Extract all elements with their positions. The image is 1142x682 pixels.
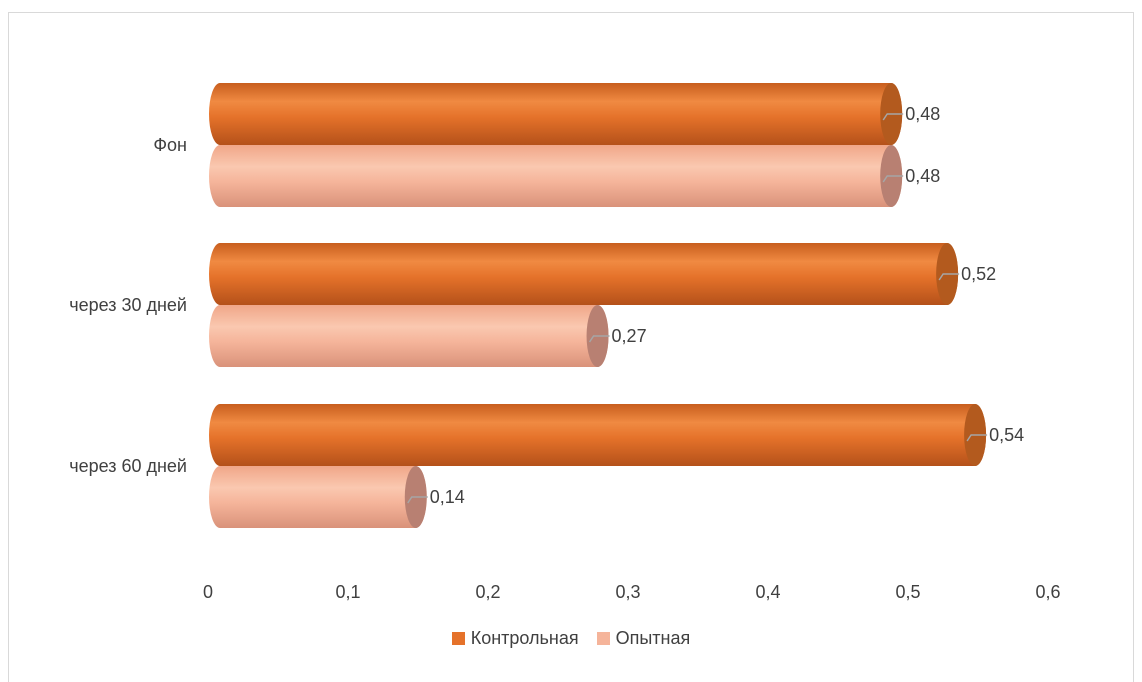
- bar-body: [209, 145, 903, 207]
- data-label-experimental-60-days: 0,14: [430, 487, 465, 507]
- data-label-experimental-fon: 0,48: [905, 166, 940, 186]
- bar-experimental-30-days: [209, 305, 609, 367]
- legend-swatch-experimental: [596, 632, 610, 645]
- bar-body: [209, 243, 959, 305]
- x-tick-label: 0,6: [1035, 582, 1060, 602]
- data-label-leader: [882, 175, 904, 183]
- data-label-control-fon: 0,48: [905, 104, 940, 124]
- legend-label-experimental: Опытная: [615, 628, 691, 648]
- data-label-leader: [882, 113, 904, 121]
- legend: Контрольная Опытная: [0, 628, 1142, 649]
- data-label-leader: [966, 434, 988, 442]
- bar-control-30-days: [209, 243, 959, 305]
- x-tick-label: 0: [203, 582, 213, 602]
- x-tick-label: 0,1: [335, 582, 360, 602]
- category-label-30-days: через 30 дней: [69, 295, 187, 315]
- data-label-leader: [407, 496, 428, 504]
- bar-body: [209, 404, 987, 466]
- data-label-experimental-30-days: 0,27: [612, 326, 647, 346]
- category-label-60-days: через 60 дней: [69, 456, 187, 476]
- data-label-control-60-days: 0,54: [989, 425, 1024, 445]
- bar-control-60-days: [209, 404, 987, 466]
- bar-control-fon: [209, 83, 903, 145]
- category-label-fon: Фон: [153, 135, 187, 155]
- x-tick-label: 0,4: [755, 582, 780, 602]
- legend-item-experimental: Опытная: [596, 628, 691, 649]
- bar-body: [209, 305, 609, 367]
- bar-experimental-60-days: [209, 466, 427, 528]
- x-tick-label: 0,3: [615, 582, 640, 602]
- x-tick-label: 0,2: [475, 582, 500, 602]
- data-label-leader: [938, 273, 960, 281]
- data-label-leader: [588, 335, 610, 343]
- legend-item-control: Контрольная: [451, 628, 579, 649]
- bar-body: [209, 83, 903, 145]
- bar-body: [209, 466, 427, 528]
- x-tick-label: 0,5: [895, 582, 920, 602]
- data-label-control-30-days: 0,52: [961, 264, 996, 284]
- legend-label-control: Контрольная: [470, 628, 579, 648]
- bar-experimental-fon: [209, 145, 903, 207]
- legend-swatch-control: [451, 632, 465, 645]
